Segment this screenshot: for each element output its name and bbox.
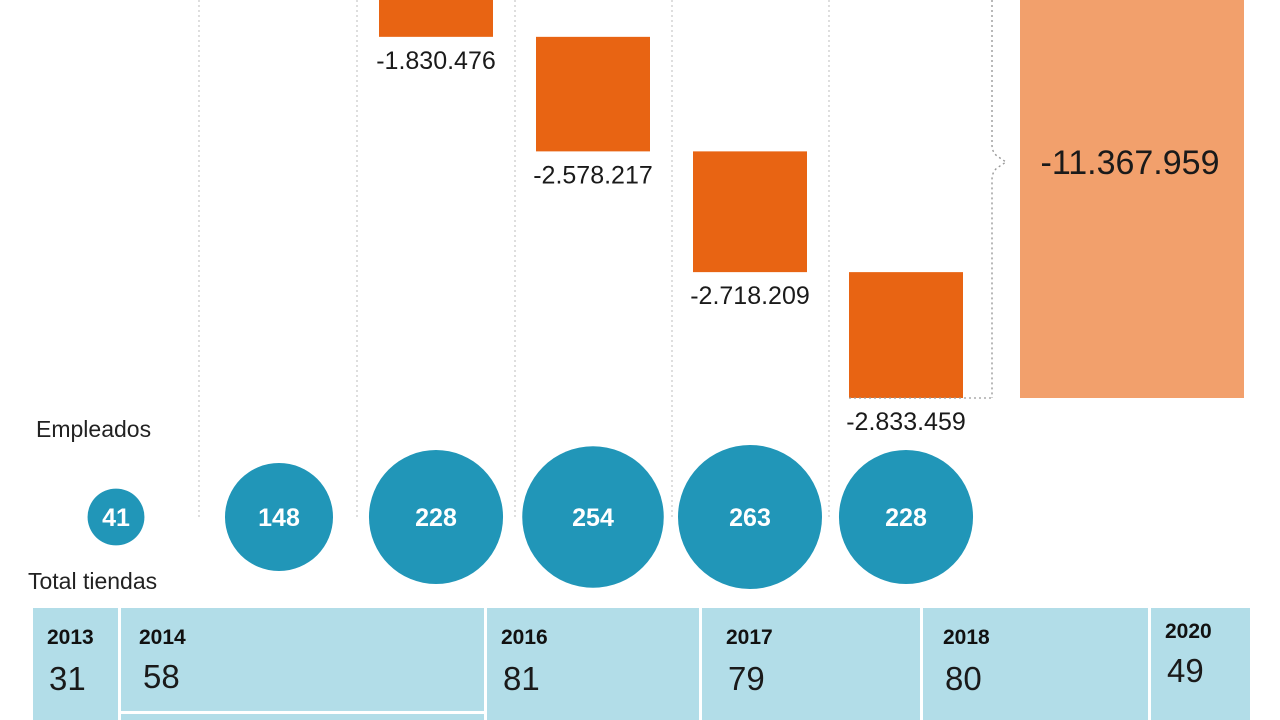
tiendas-count: 58 [143,658,180,695]
bar-value-label: -2.578.217 [533,161,653,189]
total-bar [1020,0,1244,398]
empleados-value-label: 254 [572,504,614,532]
tiendas-year: 2020 [1165,620,1212,643]
empleados-circle [522,446,664,588]
empleados-value-label: 228 [885,504,927,532]
tiendas-count: 81 [503,660,540,697]
empleados-value-label: 41 [102,504,130,532]
empleados-value-label: 263 [729,504,771,532]
tiendas-cell: 2013 31 [33,608,121,720]
waterfall-bar [536,36,650,152]
tiendas-count: 31 [49,660,86,697]
empleados-value-label: 148 [258,504,300,532]
waterfall-bar [693,151,807,273]
empleados-value-label: 228 [415,504,457,532]
total-bracket [991,0,1008,398]
empleados-circle [368,449,504,585]
empleados-circle [224,462,334,572]
tiendas-cell: 2014 58 [121,608,487,720]
tiendas-cell: 2016 81 [487,608,702,720]
tiendas-cell: 2020 49 [1151,608,1250,720]
empleados-circle [838,449,974,585]
total-value-label: -11.367.959 [1041,144,1220,182]
tiendas-year: 2017 [726,626,773,649]
tiendas-count: 80 [945,660,982,697]
tiendas-year: 2014 [139,626,186,649]
tiendas-cell: 2017 79 [702,608,923,720]
tiendas-year: 2018 [943,626,990,649]
waterfall-bar [379,0,493,37]
empleados-title: Empleados [36,416,152,442]
bar-value-label: -2.833.459 [846,408,966,436]
empleados-circle [87,488,145,546]
waterfall-bar [849,272,963,398]
tiendas-count: 49 [1167,652,1204,689]
bar-value-label: -2.718.209 [690,282,810,310]
tiendas-subrow [121,711,484,720]
bar-value-label: -1.830.476 [376,47,496,75]
tiendas-cell: 2018 80 [923,608,1151,720]
tiendas-year: 2013 [47,626,94,649]
tiendas-count: 79 [728,660,765,697]
empleados-circle [678,445,822,589]
waterfall-chart: -1.407.598-1.830.476-2.578.217-2.718.209… [87,0,1244,589]
tiendas-year: 2016 [501,626,548,649]
tiendas-title: Total tiendas [28,568,158,594]
